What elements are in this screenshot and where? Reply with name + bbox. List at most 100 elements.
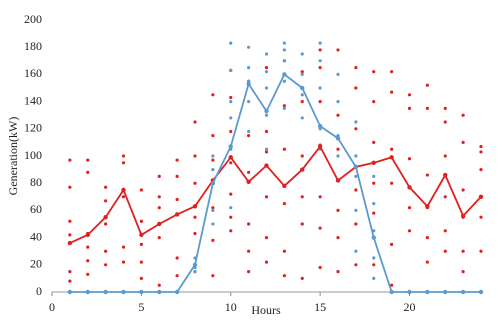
scatter-point bbox=[425, 106, 429, 110]
y-tick-label: 40 bbox=[30, 229, 42, 243]
line-point bbox=[192, 204, 198, 209]
scatter-point bbox=[86, 158, 90, 162]
x-axis-label: Hours bbox=[251, 303, 281, 317]
line-point bbox=[67, 240, 73, 246]
scatter-point bbox=[390, 147, 394, 151]
line-point bbox=[317, 144, 323, 149]
scatter-point bbox=[443, 106, 447, 110]
scatter-point bbox=[247, 66, 251, 70]
scatter-point bbox=[247, 170, 251, 174]
x-tick-label: 15 bbox=[314, 300, 326, 314]
scatter-point bbox=[425, 236, 429, 240]
scatter-point bbox=[443, 120, 447, 124]
scatter-point bbox=[139, 242, 143, 246]
scatter-point bbox=[229, 206, 233, 210]
scatter-point bbox=[211, 206, 215, 210]
scatter-point bbox=[229, 129, 233, 134]
scatter-point bbox=[264, 147, 269, 151]
scatter-point bbox=[211, 168, 215, 172]
scatter-point bbox=[264, 70, 269, 74]
scatter-point bbox=[139, 188, 143, 192]
line-point bbox=[371, 235, 376, 240]
line-point bbox=[460, 213, 466, 219]
scatter-point bbox=[86, 170, 90, 174]
line-point bbox=[246, 179, 251, 185]
scatter-point bbox=[336, 100, 340, 104]
scatter-point bbox=[354, 208, 358, 212]
scatter-point bbox=[247, 100, 251, 104]
scatter-point bbox=[193, 154, 197, 158]
line-point bbox=[407, 185, 412, 190]
scatter-point bbox=[68, 219, 72, 223]
scatter-point bbox=[354, 249, 358, 253]
scatter-point bbox=[282, 104, 286, 108]
line-point bbox=[85, 232, 90, 238]
line-point bbox=[210, 181, 216, 186]
line-point bbox=[282, 183, 287, 189]
scatter-point bbox=[229, 192, 233, 196]
scatter-point bbox=[372, 174, 376, 178]
scatter-point bbox=[229, 229, 233, 233]
scatter-point bbox=[443, 229, 447, 233]
scatter-point bbox=[211, 238, 215, 242]
line-point bbox=[174, 289, 180, 295]
scatter-point bbox=[264, 113, 269, 117]
scatter-point bbox=[211, 154, 215, 158]
y-tick-label: 20 bbox=[30, 257, 42, 271]
scatter-point bbox=[282, 79, 286, 83]
line-point bbox=[174, 212, 180, 217]
scatter-point bbox=[300, 100, 304, 104]
y-tick-label: 140 bbox=[24, 93, 42, 107]
scatter-point bbox=[86, 259, 90, 263]
scatter-point bbox=[390, 90, 394, 94]
scatter-point bbox=[264, 66, 269, 70]
scatter-point bbox=[282, 249, 286, 253]
scatter-point bbox=[390, 283, 394, 287]
scatter-point bbox=[264, 129, 269, 134]
line-point bbox=[478, 289, 484, 295]
scatter-point bbox=[479, 215, 483, 219]
scatter-point bbox=[211, 274, 215, 278]
scatter-point bbox=[354, 222, 358, 226]
scatter-point bbox=[354, 86, 358, 90]
scatter-point bbox=[443, 154, 447, 158]
scatter-point bbox=[300, 195, 304, 199]
y-axis-label: Generation(kW) bbox=[6, 117, 20, 196]
scatter-point bbox=[461, 188, 465, 192]
line-point bbox=[478, 194, 484, 199]
scatter-point bbox=[211, 134, 215, 138]
scatter-point bbox=[443, 249, 447, 253]
scatter-point bbox=[425, 260, 429, 264]
scatter-point bbox=[229, 95, 233, 100]
line-point bbox=[103, 215, 108, 220]
scatter-point bbox=[372, 70, 376, 74]
y-tick-label: 60 bbox=[30, 202, 42, 216]
scatter-point bbox=[354, 66, 358, 70]
scatter-point bbox=[336, 48, 340, 52]
scatter-point bbox=[336, 147, 340, 151]
line-point bbox=[246, 81, 251, 87]
scatter-point bbox=[247, 222, 251, 226]
line-point bbox=[317, 123, 323, 129]
scatter-point bbox=[318, 100, 322, 104]
scatter-point bbox=[282, 147, 286, 151]
scatter-point bbox=[407, 93, 412, 97]
line-point bbox=[407, 289, 412, 295]
scatter-point bbox=[104, 185, 108, 189]
scatter-point bbox=[86, 272, 90, 276]
line-point bbox=[157, 221, 162, 227]
line-point bbox=[228, 144, 233, 149]
scatter-point bbox=[318, 86, 322, 90]
scatter-point bbox=[318, 41, 322, 45]
scatter-point bbox=[247, 45, 251, 49]
x-tick-label: 10 bbox=[225, 300, 237, 314]
scatter-point bbox=[318, 48, 322, 52]
y-tick-label: 100 bbox=[24, 148, 42, 162]
scatter-point bbox=[175, 174, 179, 178]
scatter-point bbox=[193, 215, 197, 219]
scatter-point bbox=[157, 236, 161, 240]
scatter-point bbox=[372, 140, 376, 144]
scatter-point bbox=[229, 215, 233, 219]
scatter-point bbox=[139, 260, 143, 264]
series-line bbox=[69, 73, 481, 293]
